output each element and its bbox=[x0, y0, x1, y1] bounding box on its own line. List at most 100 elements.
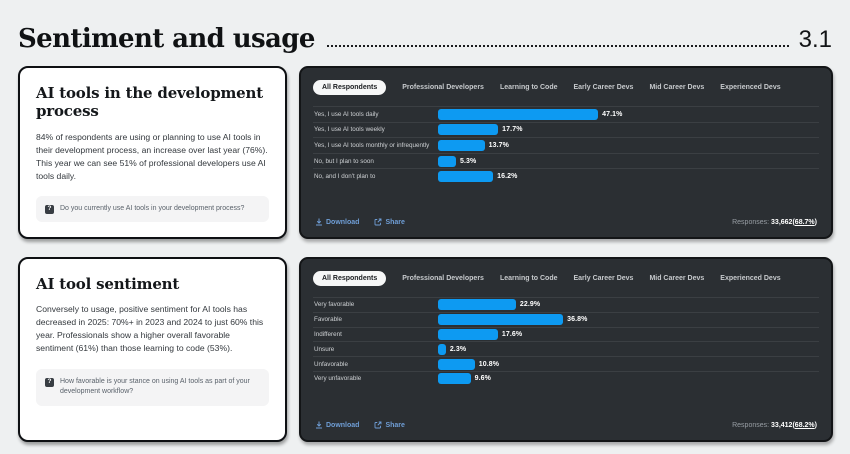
tab-learning-to-code[interactable]: Learning to Code bbox=[499, 275, 558, 282]
bar-track: 2.3% bbox=[438, 343, 819, 355]
card-body-text: Conversely to usage, positive sentiment … bbox=[36, 304, 264, 354]
bar-value-label: 5.3% bbox=[460, 157, 477, 165]
tab-experienced-devs[interactable]: Experienced Devs bbox=[720, 84, 781, 91]
responses-summary: Responses: 33,41268.2% bbox=[732, 422, 817, 429]
tab-professional-developers[interactable]: Professional Developers bbox=[402, 275, 484, 282]
bar-chart-sentiment: Very favorable 22.9% Favorable 36.8% Ind… bbox=[313, 297, 819, 386]
survey-question-box: ? Do you currently use AI tools in your … bbox=[36, 195, 269, 223]
bar-value-label: 36.8% bbox=[567, 316, 588, 324]
download-label: Download bbox=[326, 218, 360, 226]
chart-card-sentiment: All Respondents Professional Developers … bbox=[299, 257, 833, 442]
bar-category-label: No, and I don't plan to bbox=[314, 173, 376, 181]
bar-value-label: 13.7% bbox=[488, 141, 509, 149]
tab-early-career-devs[interactable]: Early Career Devs bbox=[573, 84, 634, 91]
bar-track: 17.7% bbox=[438, 124, 819, 136]
download-button[interactable]: Download bbox=[315, 421, 359, 429]
bar bbox=[438, 124, 499, 136]
share-button[interactable]: Share bbox=[374, 421, 405, 429]
bar-value-label: 16.2% bbox=[497, 173, 518, 181]
tab-all-respondents[interactable]: All Respondents bbox=[313, 271, 387, 286]
download-icon bbox=[315, 218, 323, 226]
info-card-usage: AI tools in the development process 84% … bbox=[18, 66, 287, 239]
bar-row: Yes, I use AI tools daily 47.1% bbox=[313, 106, 819, 122]
chart-tabs: All Respondents Professional Developers … bbox=[313, 80, 819, 95]
bar-category-label: Yes, I use AI tools daily bbox=[314, 110, 379, 118]
bar-value-label: 47.1% bbox=[602, 110, 623, 118]
bar-category-label: Very favorable bbox=[314, 301, 355, 309]
responses-summary: Responses: 33,66268.7% bbox=[732, 219, 817, 226]
row-ai-tools-usage: AI tools in the development process 84% … bbox=[18, 66, 833, 239]
response-rate-link[interactable]: 68.2% bbox=[792, 422, 817, 429]
bar-row: Very unfavorable 9.6% bbox=[313, 370, 819, 386]
bar bbox=[438, 139, 485, 151]
responses-label: Responses: bbox=[732, 421, 770, 429]
bar-row: Favorable 36.8% bbox=[313, 311, 819, 327]
download-button[interactable]: Download bbox=[315, 218, 359, 226]
responses-label: Responses: bbox=[732, 218, 770, 226]
bar-value-label: 2.3% bbox=[449, 345, 467, 353]
tab-mid-career-devs[interactable]: Mid Career Devs bbox=[649, 84, 705, 91]
tab-early-career-devs[interactable]: Early Career Devs bbox=[573, 275, 634, 282]
bar-track: 10.8% bbox=[438, 358, 819, 370]
bar-track: 5.3% bbox=[438, 155, 819, 167]
bar-value-label: 22.9% bbox=[519, 301, 541, 309]
bar bbox=[438, 108, 599, 120]
bar-track: 13.7% bbox=[438, 139, 819, 151]
chart-footer: Download Share Responses: 33,66268.7% bbox=[313, 218, 819, 229]
page-title: Sentiment and usage bbox=[18, 24, 315, 54]
bar-track: 9.6% bbox=[438, 373, 819, 385]
bar-category-label: Favorable bbox=[314, 316, 343, 324]
card-title: AI tools in the development process bbox=[36, 84, 263, 121]
bar-category-label: Yes, I use AI tools monthly or infrequen… bbox=[314, 141, 430, 149]
tab-all-respondents[interactable]: All Respondents bbox=[313, 80, 387, 95]
responses-count: 33,412 bbox=[771, 421, 793, 429]
bar-category-label: Yes, I use AI tools weekly bbox=[314, 126, 385, 134]
bar-row: Unsure 2.3% bbox=[313, 341, 819, 356]
bar bbox=[438, 299, 516, 311]
responses-count: 33,662 bbox=[771, 218, 793, 226]
bar-row: Yes, I use AI tools weekly 17.7% bbox=[313, 121, 819, 138]
bar-category-label: Unfavorable bbox=[314, 360, 348, 368]
tab-mid-career-devs[interactable]: Mid Career Devs bbox=[649, 275, 705, 282]
survey-question-text: How favorable is your stance on using AI… bbox=[60, 377, 250, 396]
response-rate-link[interactable]: 68.7% bbox=[792, 219, 817, 226]
bar-chart-usage: Yes, I use AI tools daily 47.1% Yes, I u… bbox=[313, 106, 819, 184]
chart-card-usage: All Respondents Professional Developers … bbox=[299, 66, 833, 239]
page-header: Sentiment and usage 3.1 bbox=[0, 0, 850, 52]
share-label: Share bbox=[385, 218, 405, 226]
bar-value-label: 9.6% bbox=[474, 375, 491, 383]
bar bbox=[438, 171, 494, 183]
share-icon bbox=[374, 421, 382, 429]
bar-value-label: 10.8% bbox=[478, 360, 500, 368]
share-icon bbox=[374, 218, 382, 226]
survey-question-box: ? How favorable is your stance on using … bbox=[36, 368, 269, 406]
tab-professional-developers[interactable]: Professional Developers bbox=[402, 84, 484, 91]
bar-row: Unfavorable 10.8% bbox=[313, 356, 819, 371]
tab-learning-to-code[interactable]: Learning to Code bbox=[499, 84, 558, 91]
bar-row: Very favorable 22.9% bbox=[313, 297, 819, 312]
question-icon: ? bbox=[45, 204, 54, 214]
download-label: Download bbox=[326, 421, 360, 429]
bar-category-label: Unsure bbox=[314, 345, 335, 353]
survey-question-text: Do you currently use AI tools in your de… bbox=[60, 204, 245, 212]
dotted-leader bbox=[326, 45, 789, 47]
bar-track: 16.2% bbox=[438, 171, 819, 183]
bar bbox=[438, 343, 446, 355]
tab-experienced-devs[interactable]: Experienced Devs bbox=[720, 275, 781, 282]
chart-tabs: All Respondents Professional Developers … bbox=[313, 271, 819, 286]
info-card-sentiment: AI tool sentiment Conversely to usage, p… bbox=[18, 257, 287, 442]
bar-track: 47.1% bbox=[438, 108, 819, 120]
card-title: AI tool sentiment bbox=[36, 275, 180, 293]
bar-row: No, but I plan to soon 5.3% bbox=[313, 152, 819, 169]
bar-value-label: 17.7% bbox=[502, 126, 523, 134]
share-button[interactable]: Share bbox=[374, 218, 405, 226]
bar bbox=[438, 373, 471, 385]
bar-track: 36.8% bbox=[438, 314, 819, 326]
card-body-text: 84% of respondents are using or planning… bbox=[36, 131, 268, 181]
chart-footer: Download Share Responses: 33,41268.2% bbox=[313, 421, 819, 432]
bar-value-label: 17.6% bbox=[501, 330, 523, 338]
bar-category-label: No, but I plan to soon bbox=[314, 157, 374, 165]
bar-track: 22.9% bbox=[438, 299, 819, 311]
bar bbox=[438, 328, 498, 340]
bar bbox=[438, 155, 457, 167]
